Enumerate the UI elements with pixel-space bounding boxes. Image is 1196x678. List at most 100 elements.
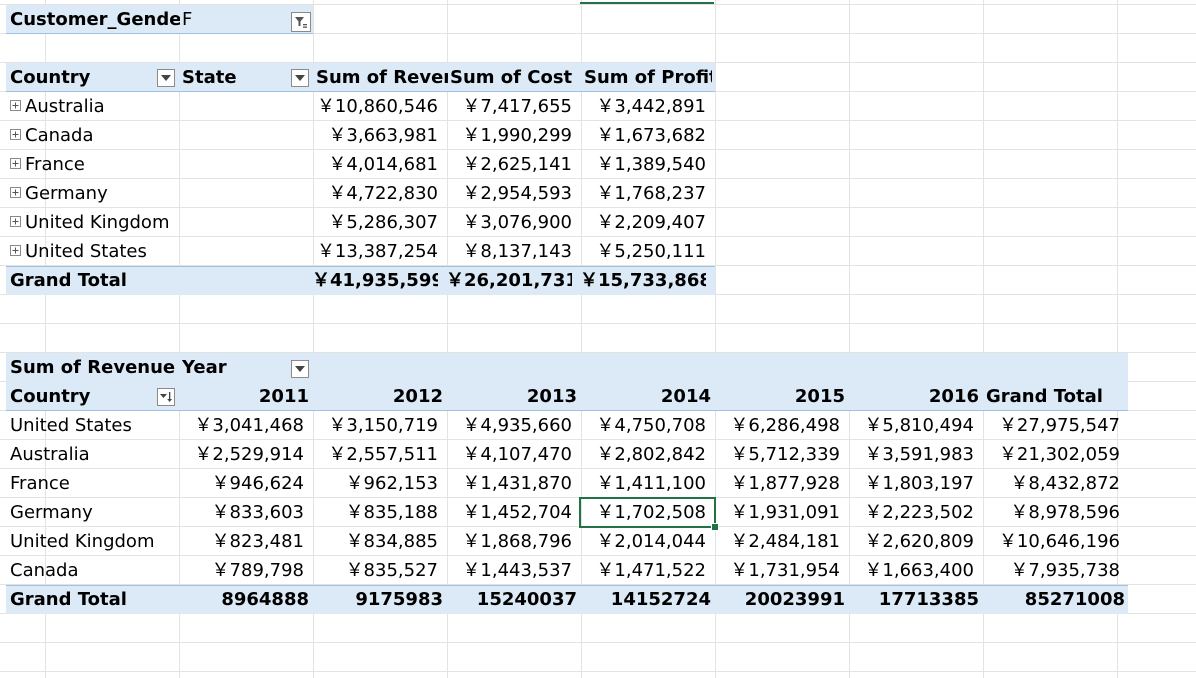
year-total-cell[interactable]: 15240037 — [476, 589, 577, 610]
revenue-cell[interactable]: ￥1,471,522 — [596, 560, 706, 581]
year-total-cell[interactable]: 20023991 — [744, 589, 845, 610]
chevron-down-icon[interactable] — [291, 360, 309, 378]
pivot1-total-profit[interactable]: ￥15,733,868 — [580, 270, 706, 291]
cost-cell[interactable]: ￥3,076,900 — [462, 212, 572, 233]
revenue-cell[interactable]: ￥5,286,307 — [328, 212, 438, 233]
profit-cell[interactable]: ￥3,442,891 — [596, 96, 706, 117]
revenue-cell[interactable]: ￥834,885 — [345, 531, 438, 552]
cost-cell[interactable]: ￥2,954,593 — [462, 183, 572, 204]
pivot2-country-cell[interactable]: Germany — [10, 502, 93, 523]
revenue-cell[interactable]: ￥4,722,830 — [328, 183, 438, 204]
pivot2-country-cell[interactable]: France — [10, 473, 70, 494]
revenue-cell[interactable]: ￥3,041,468 — [194, 415, 304, 436]
revenue-cell[interactable]: ￥1,868,796 — [462, 531, 572, 552]
pivot2-country-cell[interactable]: United States — [10, 415, 132, 436]
filter-field-label: Customer_Gender — [10, 9, 180, 30]
filter-applied-icon[interactable] — [291, 12, 311, 32]
profit-cell[interactable]: ￥2,209,407 — [596, 212, 706, 233]
pivot1-header-rule — [6, 91, 715, 92]
overall-total-cell[interactable]: 85271008 — [1024, 589, 1125, 610]
revenue-cell[interactable]: ￥4,014,681 — [328, 154, 438, 175]
pivot1-country-cell[interactable]: Germany — [10, 179, 290, 208]
revenue-cell[interactable]: ￥2,014,044 — [596, 531, 706, 552]
row-total-cell[interactable]: ￥8,978,596 — [1010, 502, 1120, 523]
fill-handle[interactable] — [711, 523, 719, 531]
revenue-cell[interactable]: ￥1,663,400 — [864, 560, 974, 581]
active-cell-border[interactable] — [579, 497, 716, 528]
revenue-cell[interactable]: ￥2,484,181 — [730, 531, 840, 552]
pivot2-country-cell[interactable]: United Kingdom — [10, 531, 155, 552]
row-total-cell[interactable]: ￥7,935,738 — [1010, 560, 1120, 581]
filter-value[interactable]: F — [182, 9, 193, 30]
revenue-cell[interactable]: ￥946,624 — [211, 473, 304, 494]
row-total-cell[interactable]: ￥10,646,196 — [998, 531, 1120, 552]
row-total-cell[interactable]: ￥21,302,059 — [998, 444, 1120, 465]
revenue-cell[interactable]: ￥13,387,254 — [316, 241, 438, 262]
revenue-cell[interactable]: ￥2,802,842 — [596, 444, 706, 465]
pivot1-country-cell[interactable]: Canada — [10, 121, 290, 150]
plus-box-icon[interactable] — [10, 157, 21, 169]
cost-cell[interactable]: ￥7,417,655 — [462, 96, 572, 117]
profit-cell[interactable]: ￥1,768,237 — [596, 183, 706, 204]
row-total-cell[interactable]: ￥8,432,872 — [1010, 473, 1120, 494]
revenue-cell[interactable]: ￥4,750,708 — [596, 415, 706, 436]
plus-box-icon[interactable] — [10, 215, 21, 227]
revenue-cell[interactable]: ￥2,557,511 — [328, 444, 438, 465]
year-total-cell[interactable]: 9175983 — [355, 589, 443, 610]
pivot1-country-cell[interactable]: United Kingdom — [10, 208, 290, 237]
revenue-cell[interactable]: ￥6,286,498 — [730, 415, 840, 436]
revenue-cell[interactable]: ￥4,935,660 — [462, 415, 572, 436]
plus-box-icon[interactable] — [10, 186, 21, 198]
revenue-cell[interactable]: ￥4,107,470 — [462, 444, 572, 465]
year-total-cell[interactable]: 14152724 — [610, 589, 711, 610]
sort-desc-icon[interactable] — [157, 388, 175, 406]
pivot1-country-cell[interactable]: France — [10, 150, 290, 179]
revenue-cell[interactable]: ￥833,603 — [211, 502, 304, 523]
pivot1-total-revenue[interactable]: ￥41,935,599 — [312, 270, 438, 291]
plus-box-icon[interactable] — [10, 128, 21, 140]
revenue-cell[interactable]: ￥835,188 — [345, 502, 438, 523]
revenue-cell[interactable]: ￥5,810,494 — [864, 415, 974, 436]
revenue-cell[interactable]: ￥1,452,704 — [462, 502, 572, 523]
revenue-cell[interactable]: ￥1,803,197 — [864, 473, 974, 494]
country-name: Germany — [25, 183, 108, 204]
revenue-cell[interactable]: ￥3,150,719 — [328, 415, 438, 436]
year-total-cell[interactable]: 17713385 — [878, 589, 979, 610]
plus-box-icon[interactable] — [10, 244, 21, 256]
revenue-cell[interactable]: ￥5,712,339 — [730, 444, 840, 465]
pivot2-country-cell[interactable]: Australia — [10, 444, 90, 465]
chevron-down-icon[interactable] — [291, 69, 309, 87]
revenue-cell[interactable]: ￥835,527 — [345, 560, 438, 581]
profit-cell[interactable]: ￥1,673,682 — [596, 125, 706, 146]
revenue-cell[interactable]: ￥1,411,100 — [596, 473, 706, 494]
revenue-cell[interactable]: ￥962,153 — [345, 473, 438, 494]
revenue-cell[interactable]: ￥789,798 — [211, 560, 304, 581]
chevron-down-icon[interactable] — [157, 69, 175, 87]
year-total-cell[interactable]: 8964888 — [221, 589, 309, 610]
cost-cell[interactable]: ￥2,625,141 — [462, 154, 572, 175]
revenue-cell[interactable]: ￥1,702,508 — [596, 502, 706, 523]
pivot1-country-cell[interactable]: Australia — [10, 92, 290, 121]
profit-cell[interactable]: ￥5,250,111 — [596, 241, 706, 262]
revenue-cell[interactable]: ￥2,620,809 — [864, 531, 974, 552]
revenue-cell[interactable]: ￥1,443,537 — [462, 560, 572, 581]
revenue-cell[interactable]: ￥3,663,981 — [328, 125, 438, 146]
revenue-cell[interactable]: ￥1,431,870 — [462, 473, 572, 494]
revenue-cell[interactable]: ￥3,591,983 — [864, 444, 974, 465]
row-total-cell[interactable]: ￥27,975,547 — [998, 415, 1120, 436]
revenue-cell[interactable]: ￥823,481 — [211, 531, 304, 552]
revenue-cell[interactable]: ￥2,223,502 — [864, 502, 974, 523]
pivot2-country-cell[interactable]: Canada — [10, 560, 79, 581]
revenue-cell[interactable]: ￥1,877,928 — [730, 473, 840, 494]
revenue-cell[interactable]: ￥10,860,546 — [316, 96, 438, 117]
profit-cell[interactable]: ￥1,389,540 — [596, 154, 706, 175]
pivot1-country-cell[interactable]: United States — [10, 237, 290, 266]
cost-cell[interactable]: ￥8,137,143 — [462, 241, 572, 262]
revenue-cell[interactable]: ￥2,529,914 — [194, 444, 304, 465]
revenue-cell[interactable]: ￥1,731,954 — [730, 560, 840, 581]
pivot1-total-cost[interactable]: ￥26,201,731 — [446, 270, 572, 291]
cost-cell[interactable]: ￥1,990,299 — [462, 125, 572, 146]
plus-box-icon[interactable] — [10, 99, 21, 111]
revenue-cell[interactable]: ￥1,931,091 — [730, 502, 840, 523]
